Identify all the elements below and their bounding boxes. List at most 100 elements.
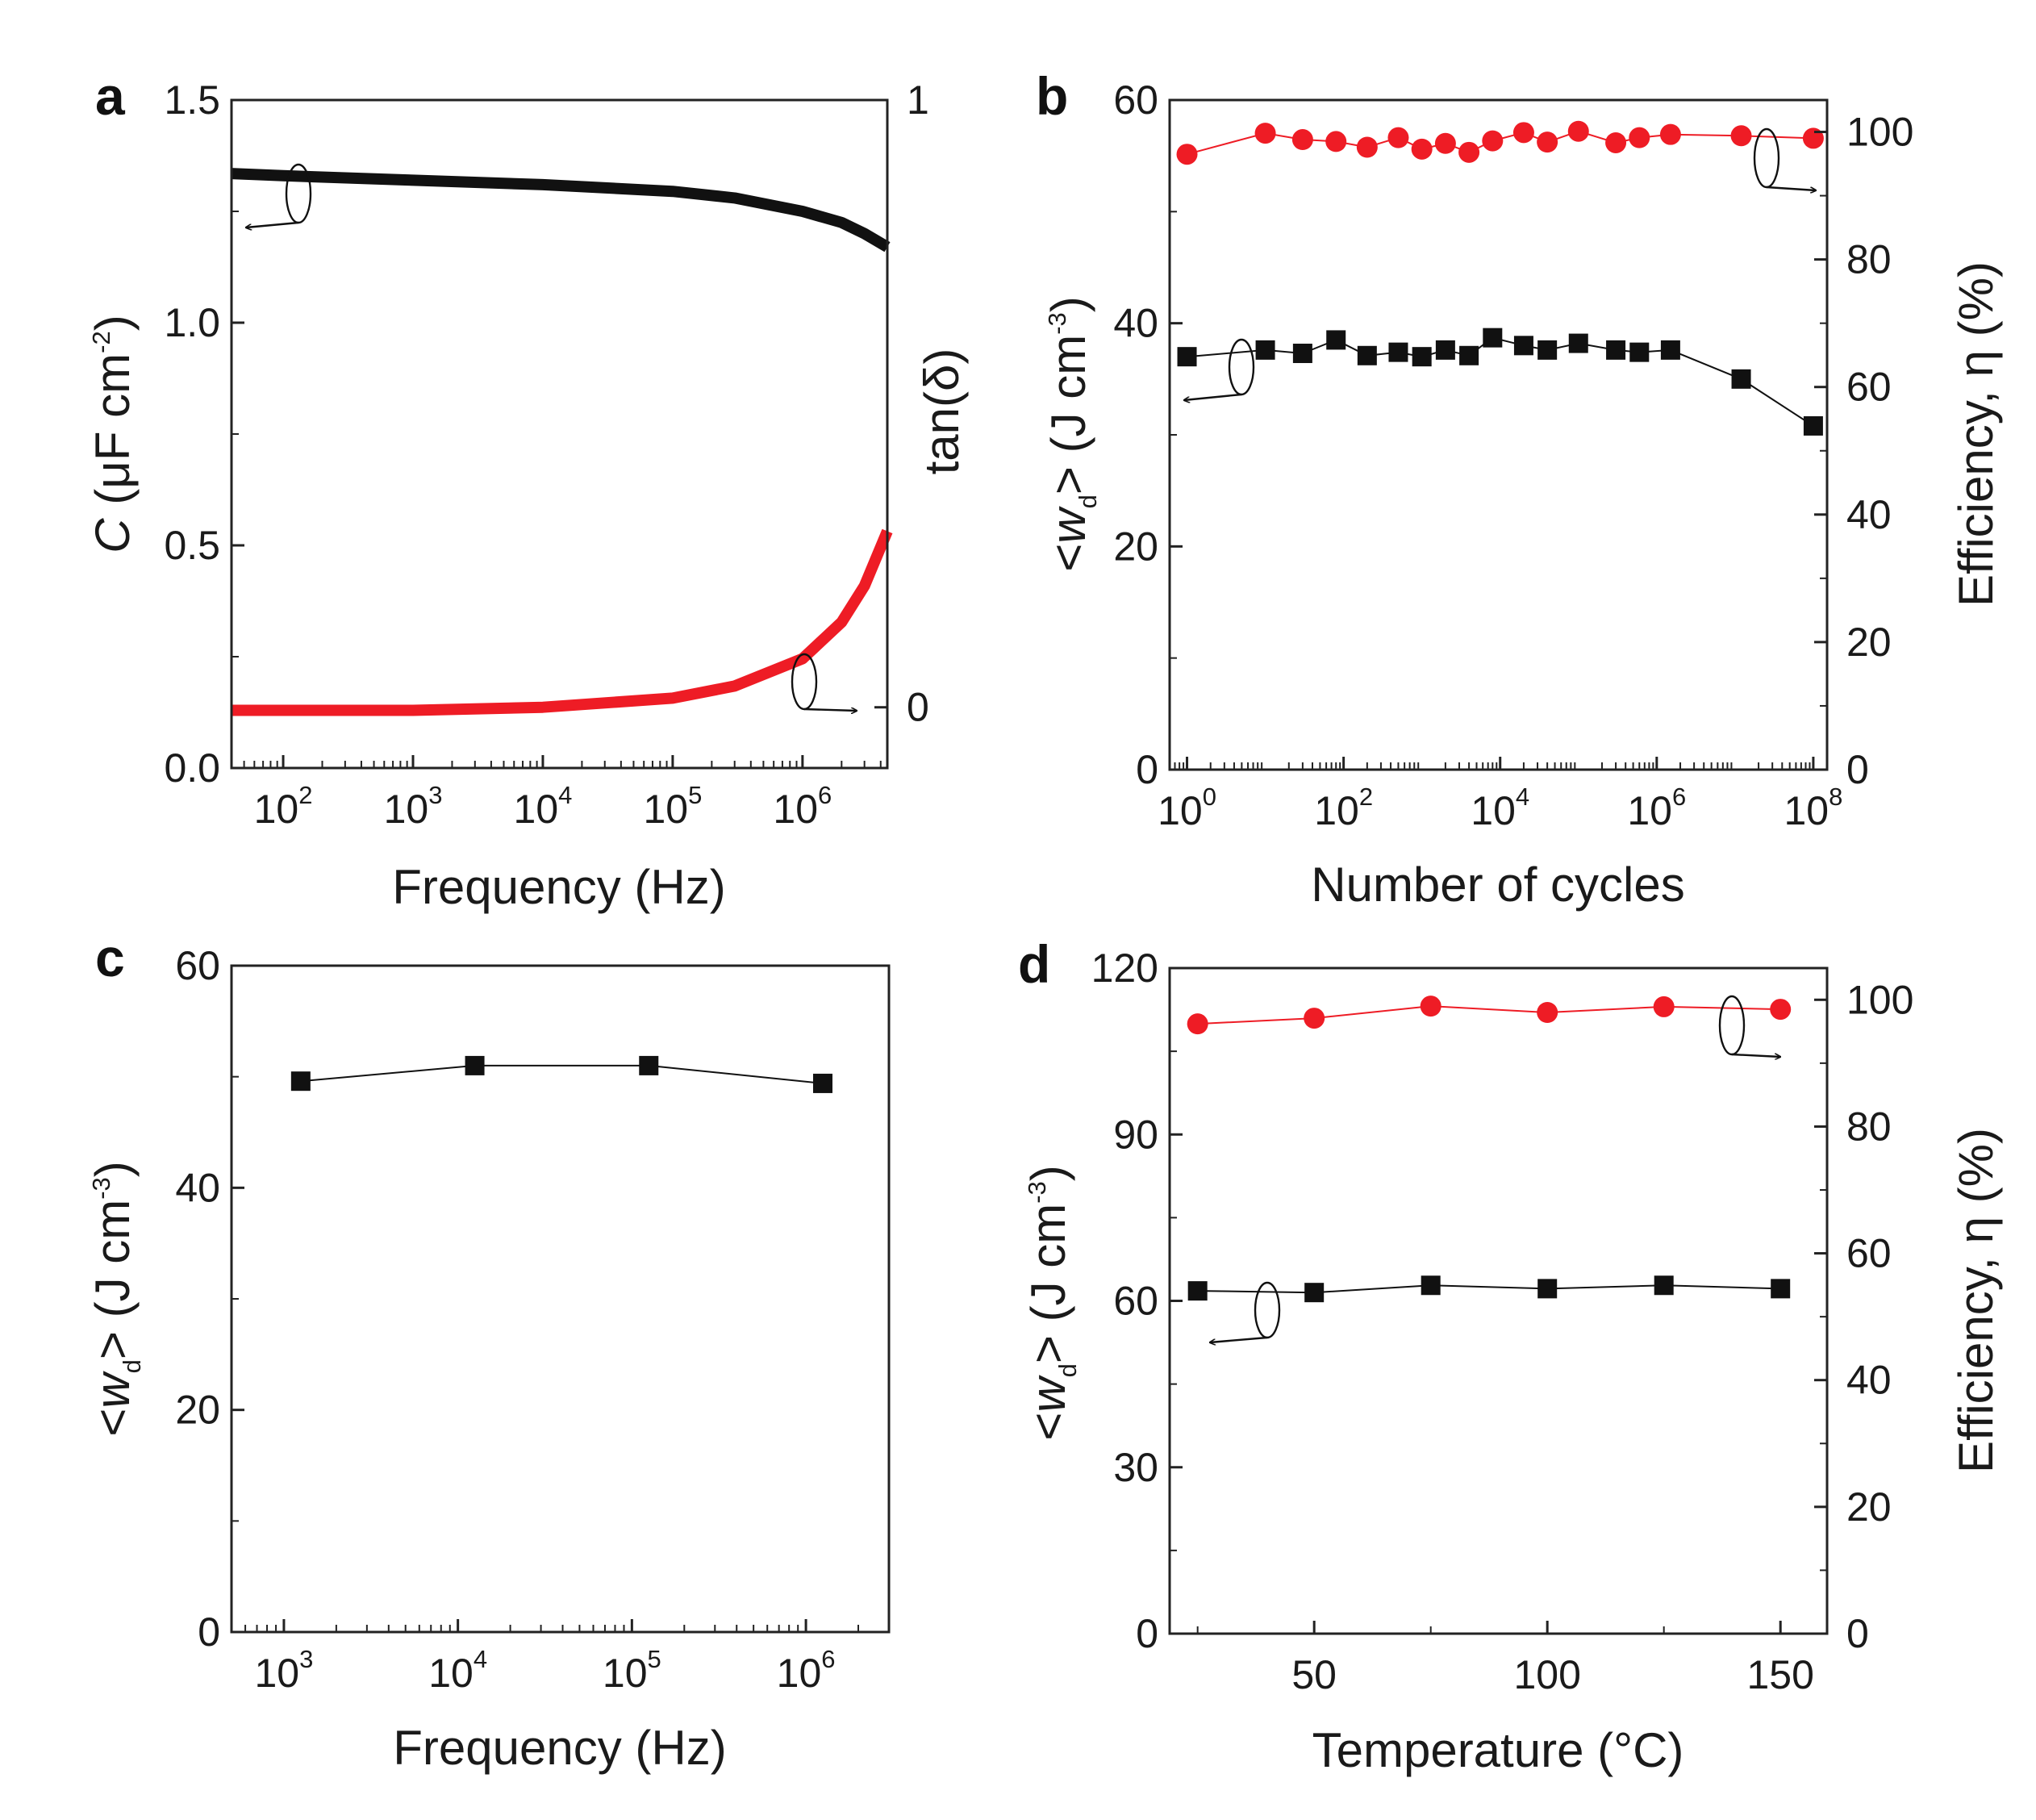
- panel-b-wd-point: [1255, 340, 1275, 360]
- panel-b-wd-point: [1660, 340, 1680, 360]
- panel-b-x-tick-label: 102: [1314, 783, 1373, 833]
- panel-b-x-tick-label: 108: [1784, 783, 1842, 833]
- panel-b-wd-point: [1537, 340, 1558, 360]
- panel-a-tan-delta-curve: [232, 528, 893, 716]
- panel-b-efficiency-point: [1537, 131, 1558, 153]
- panel-d-plot-frame: [1168, 966, 1829, 1635]
- panel-b-series: [1176, 120, 1824, 436]
- panel-c-wd-line: [300, 1064, 824, 1084]
- panel-b-x-tick-label: 106: [1627, 783, 1686, 833]
- panel-b-efficiency-point: [1512, 122, 1534, 144]
- panel-b-efficiency-point: [1458, 141, 1480, 163]
- panel-b-right-axis-indicator: [1753, 127, 1816, 190]
- panel-c-wd-point: [812, 1073, 832, 1093]
- panel-d-y-axis-label-right: Efficiency, η (%): [1949, 1128, 2003, 1473]
- panel-c-x-axis-label: Frequency (Hz): [393, 1721, 726, 1775]
- panel-c-series: [290, 1055, 832, 1093]
- panel-b-wd-point: [1388, 342, 1408, 362]
- panel-b-efficiency-point: [1411, 138, 1433, 160]
- panel-d-x-tick-label: 50: [1291, 1652, 1337, 1697]
- panel-c-wd-point: [639, 1055, 659, 1075]
- panel-d-y-tick-label-right: 100: [1846, 977, 1913, 1022]
- panel-b-y-tick-label-right: 80: [1846, 237, 1892, 282]
- panel-b-y-tick-label-left: 40: [1113, 301, 1158, 346]
- panel-a-y-tick-label-left: 0.5: [164, 523, 220, 568]
- panel-c-x-tick-label: 105: [603, 1645, 661, 1696]
- panel-b-wd-point: [1435, 340, 1455, 360]
- panel-b-efficiency-point: [1325, 131, 1347, 152]
- panel-b-efficiency-point: [1629, 127, 1650, 148]
- panel-d-y-tick-label-right: 60: [1846, 1231, 1892, 1276]
- panel-d-y-tick-label-right: 40: [1846, 1358, 1892, 1403]
- panel-a-left-axis-indicator: [246, 163, 312, 228]
- panel-b-letter: b: [1036, 66, 1068, 126]
- panel-c-x-tick-label: 106: [777, 1645, 836, 1696]
- panel-d-wd-point: [1304, 1283, 1325, 1303]
- panel-b-left-axis-indicator: [1184, 338, 1255, 400]
- panel-a: a 102 103 104 105 106 0.0 0.5 1.0 1.5 0 1 Frequenc…: [86, 66, 969, 914]
- panel-a-y-tick-label-left: 0.0: [164, 745, 220, 791]
- panel-d-y-tick-label-left: 60: [1113, 1279, 1158, 1324]
- panel-a-x-tick-label: 102: [254, 781, 313, 832]
- panel-d-y-axis-label-left: <wd> (J cm-3): [1021, 1165, 1082, 1441]
- panel-c-x-tick-label: 103: [254, 1645, 313, 1696]
- panel-d-wd-point: [1187, 1281, 1208, 1301]
- panel-d: d 50 100 150 0 30 60 90 120 0 20 40 60 80 100 Tempera…: [1018, 934, 2003, 1777]
- panel-d-y-tick-label-right: 80: [1846, 1104, 1892, 1149]
- panel-c-wd-point: [290, 1071, 311, 1092]
- panel-a-ticks: 102 103 104 105 106 0.0 0.5 1.0 1.5 0 1: [164, 77, 928, 832]
- panel-b-wd-point: [1357, 345, 1377, 365]
- panel-a-y-tick-label-right: 0: [907, 685, 929, 730]
- panel-d-y-tick-label-left: 0: [1136, 1611, 1158, 1656]
- panel-c-y-axis-label-left: <wd> (J cm-3): [86, 1161, 146, 1437]
- panel-b-efficiency-point: [1434, 132, 1456, 154]
- panel-b-efficiency-point: [1254, 123, 1276, 144]
- panel-a-y-tick-label-left: 1.5: [164, 77, 220, 123]
- panel-b-y-tick-label-left: 20: [1113, 524, 1158, 569]
- panel-b-y-axis-label-right: Efficiency, η (%): [1949, 261, 2003, 607]
- panel-d-x-tick-label: 150: [1746, 1652, 1813, 1697]
- panel-b-wd-point: [1803, 415, 1823, 436]
- panel-b-y-tick-label-right: 20: [1846, 620, 1892, 665]
- panel-b-efficiency-point: [1605, 131, 1627, 153]
- panel-d-letter: d: [1018, 934, 1050, 994]
- panel-b-y-tick-label-right: 100: [1846, 110, 1913, 155]
- panel-a-y-tick-label-right: 1: [907, 77, 929, 123]
- panel-b-wd-point: [1459, 345, 1479, 365]
- panel-b-x-tick-label: 100: [1158, 783, 1216, 833]
- panel-b-efficiency-point: [1387, 127, 1409, 148]
- panel-a-y-axis-label-left: C (μF cm-2): [86, 315, 140, 553]
- panel-d-wd-point: [1654, 1275, 1674, 1296]
- panel-d-efficiency-point: [1420, 996, 1441, 1017]
- panel-c-y-tick-label-left: 60: [175, 943, 220, 988]
- panel-b-efficiency-point: [1482, 130, 1504, 152]
- panel-b-y-tick-label-left: 60: [1113, 77, 1158, 123]
- panel-b-wd-point: [1412, 347, 1432, 367]
- panel-b-efficiency-point: [1567, 120, 1589, 142]
- panel-b-wd-line: [1187, 336, 1814, 427]
- panel-a-x-tick-label: 106: [773, 781, 832, 832]
- panel-b-wd-point: [1483, 328, 1503, 348]
- panel-c-y-tick-label-left: 40: [175, 1165, 220, 1210]
- panel-b-y-tick-label-left: 0: [1136, 747, 1158, 792]
- panel-a-capacitance-curve: [231, 168, 891, 253]
- panel-b-plot-frame: [1168, 98, 1829, 771]
- panel-c: c 103 104 105 106 0 20 40 60 Frequency (Hz) <wd…: [86, 928, 891, 1775]
- panel-b-efficiency-point: [1176, 144, 1198, 165]
- panel-a-x-tick-label: 105: [643, 781, 702, 832]
- panel-b-wd-point: [1326, 330, 1346, 350]
- panel-d-wd-point: [1537, 1279, 1558, 1299]
- panel-a-right-axis-indicator: [791, 653, 857, 711]
- panel-d-x-tick-label: 100: [1513, 1652, 1580, 1697]
- panel-d-y-tick-label-left: 120: [1091, 945, 1158, 991]
- panel-b-x-tick-label: 104: [1471, 783, 1529, 833]
- panel-a-x-tick-label: 103: [384, 781, 443, 832]
- panel-d-left-axis-indicator: [1210, 1281, 1281, 1342]
- panel-b-y-tick-label-right: 60: [1846, 365, 1892, 410]
- panel-b-wd-point: [1177, 347, 1197, 367]
- panel-d-wd-point: [1421, 1275, 1441, 1296]
- panel-b-y-tick-label-right: 40: [1846, 492, 1892, 537]
- panel-c-y-tick-label-left: 20: [175, 1388, 220, 1433]
